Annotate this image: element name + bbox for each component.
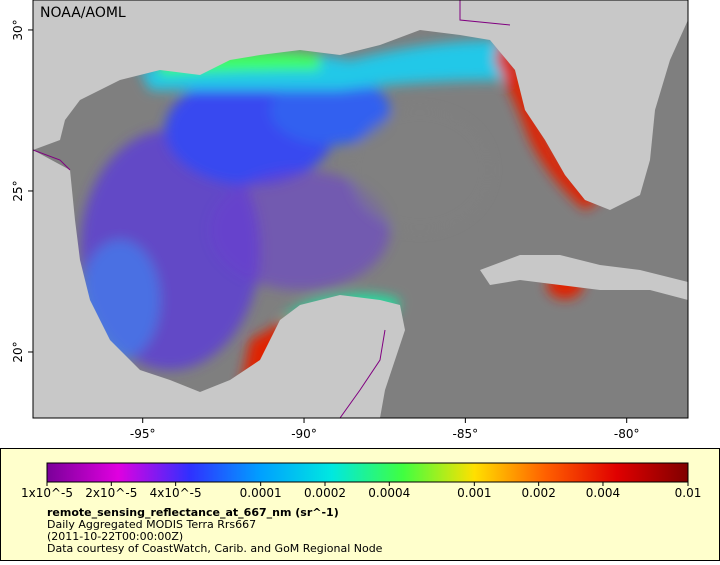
caption-line: Data courtesy of CoastWatch, Carib. and … <box>47 542 383 555</box>
x-tick-label: -85° <box>453 427 479 441</box>
y-tick-label: 20° <box>11 341 25 362</box>
credit: NOAA/AOML <box>40 5 126 21</box>
land-north-america <box>33 0 688 210</box>
colorbar <box>46 462 689 483</box>
x-tick-label: -90° <box>291 427 317 441</box>
y-tick-label: 25° <box>11 180 25 201</box>
axes: -95° -90° -85° -80° 30° 25° 20° <box>11 19 639 441</box>
colorbar-tick-label: 0.0002 <box>304 486 346 500</box>
border <box>33 149 71 171</box>
colorbar-tick-label: 0.0004 <box>368 486 410 500</box>
caption-line: Daily Aggregated MODIS Terra Rrs667 <box>47 518 256 531</box>
colorbar-tick-label: 0.001 <box>457 486 491 500</box>
colorbar-tick-label: 0.0001 <box>240 486 282 500</box>
caption-title: remote_sensing_reflectance_at_667_nm (sr… <box>47 506 339 519</box>
land-cuba <box>480 255 688 300</box>
colorbar-tick-label: 0.002 <box>521 486 555 500</box>
colorbar-tick-label: 0.01 <box>675 486 702 500</box>
y-tick-label: 30° <box>11 19 25 40</box>
border <box>459 0 511 26</box>
x-tick-label: -95° <box>130 427 156 441</box>
colorbar-tick-label: 2x10^-5 <box>85 486 137 500</box>
border <box>339 329 386 418</box>
x-tick-label: -80° <box>614 427 640 441</box>
colorbar-tick-label: 1x10^-5 <box>21 486 73 500</box>
caption-line: (2011-10-22T00:00:00Z) <box>47 530 183 543</box>
colorbar-tick-label: 4x10^-5 <box>150 486 202 500</box>
land-mexico <box>33 150 405 418</box>
colorbar-tick-label: 0.004 <box>586 486 620 500</box>
map: NOAA/AOML <box>33 0 688 418</box>
map-frame <box>32 0 689 419</box>
colorbar-ticks: 1x10^-5 2x10^-5 4x10^-5 0.0001 0.0002 0.0004 0… <box>21 482 701 500</box>
